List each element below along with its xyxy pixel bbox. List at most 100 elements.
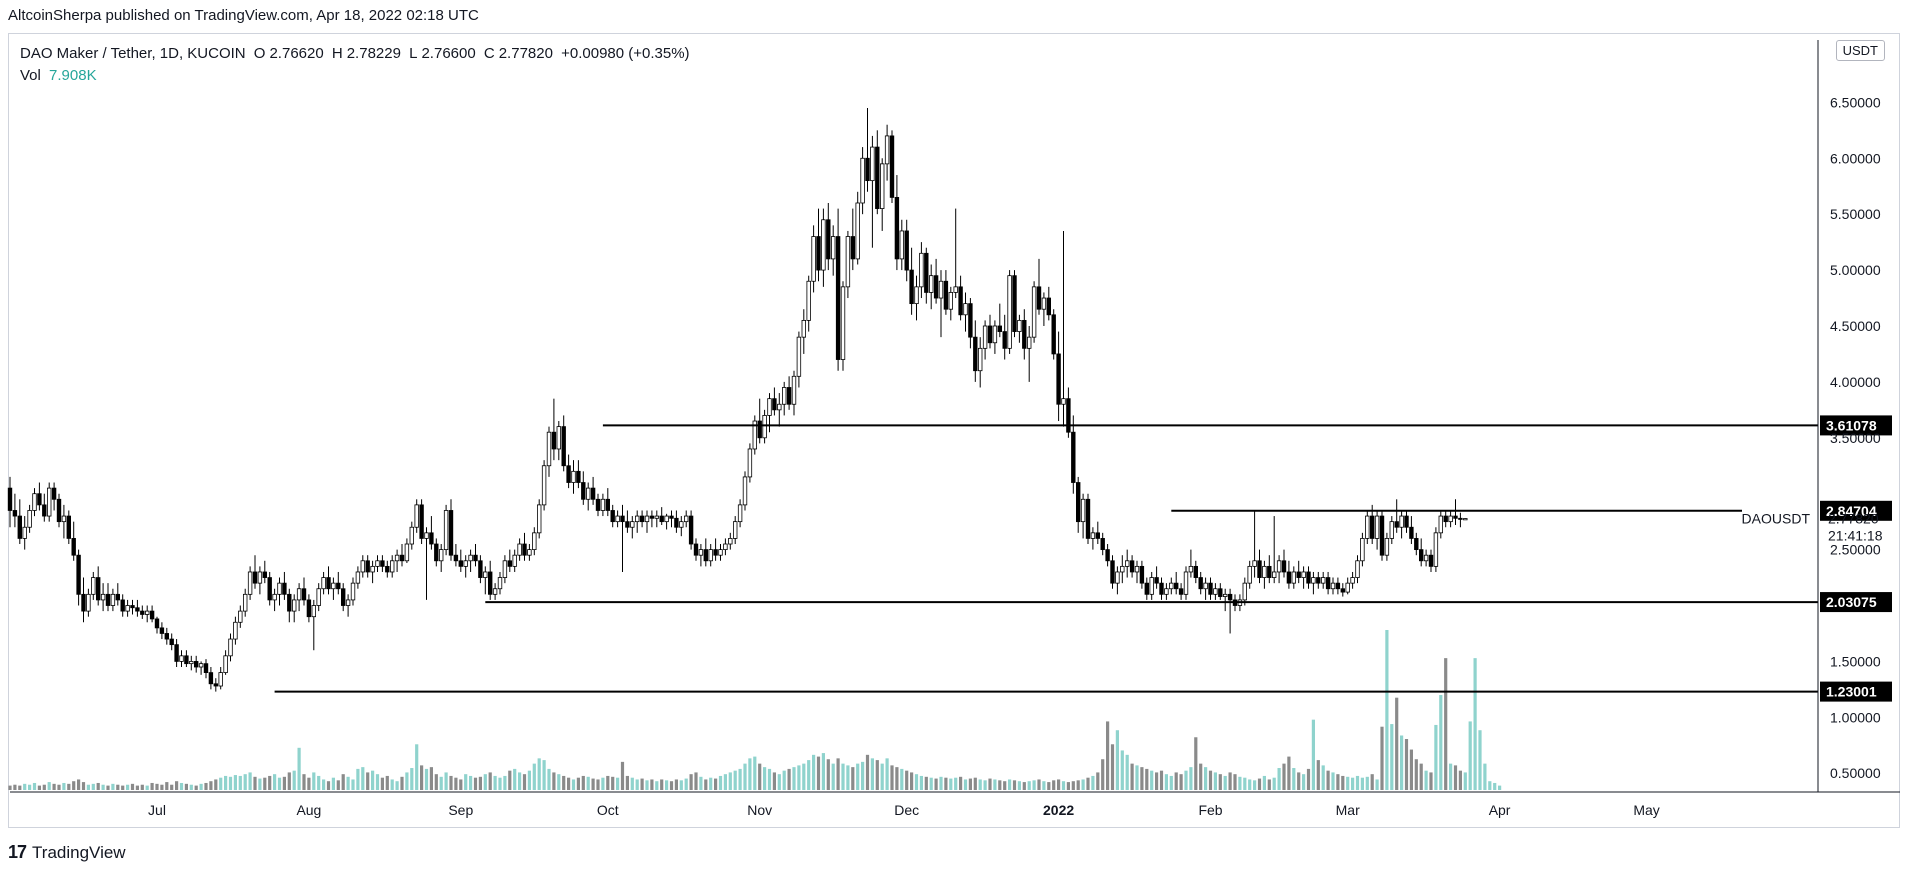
candle-body [728, 538, 733, 545]
candle-body [473, 554, 478, 562]
candle-body [1061, 398, 1066, 405]
volume-bar [518, 772, 522, 790]
candle-body [1257, 560, 1262, 578]
volume-bar [243, 774, 247, 790]
volume-bar [1370, 774, 1374, 790]
horizontal-levels: 3.61078 2.84704 2.03075 1.23001 DAOUSDT 2.778… [274, 415, 1892, 702]
volume-bar [777, 774, 781, 790]
volume-bar [1297, 772, 1301, 790]
volume-bar [67, 783, 71, 790]
volume-label[interactable]: Vol [20, 67, 41, 84]
volume-bar [415, 744, 419, 790]
volume-bar [400, 776, 404, 790]
volume-bar [812, 754, 816, 790]
time-tick-label: Mar [1336, 802, 1360, 818]
candle-body [1017, 319, 1022, 332]
candle-body [1007, 275, 1012, 349]
volume-bar [816, 756, 821, 790]
candle-body [1360, 538, 1365, 562]
candle-body [321, 577, 326, 590]
candle-body [1134, 565, 1140, 573]
volume-bar [331, 777, 335, 790]
legend-volume-row: Vol 7.908K [20, 65, 694, 87]
candle-body [752, 420, 757, 450]
level-label-bg [1820, 592, 1892, 613]
volume-bar [836, 758, 840, 790]
volume-bar [1179, 774, 1183, 790]
candle-body [1379, 515, 1385, 556]
candle-body [1365, 515, 1370, 539]
candle-body [105, 593, 111, 606]
candle-body [159, 627, 165, 634]
candle-body [453, 554, 459, 562]
volume-bar [1110, 744, 1115, 790]
candle-body [429, 532, 434, 545]
volume-bar [121, 785, 125, 790]
volume-bar [660, 779, 664, 790]
symbol-title[interactable]: DAO Maker / Tether, 1D, KUCOIN [20, 45, 246, 62]
volume-bar [831, 763, 835, 790]
volume-bar [557, 774, 561, 790]
currency-badge[interactable]: USDT [1835, 40, 1885, 61]
candle-body [556, 426, 561, 450]
volume-bar [317, 775, 321, 790]
volume-bar [1262, 775, 1266, 790]
candle-body [198, 663, 204, 668]
volume-bar [885, 758, 889, 790]
candle-body [1120, 565, 1125, 573]
candle-body [345, 599, 351, 606]
volume-bar [1346, 776, 1350, 790]
volume-bar [184, 783, 188, 790]
volume-bar [767, 768, 772, 790]
volume-bar [390, 779, 394, 790]
time-tick-label: Apr [1489, 802, 1511, 818]
candle-body [326, 577, 331, 590]
candle-body [1100, 538, 1105, 551]
candle-body [1340, 588, 1345, 593]
candle-body [610, 510, 615, 523]
volume-bar [150, 782, 154, 790]
level-label-bg [1820, 415, 1892, 436]
candle-body [306, 599, 312, 618]
volume-bar [1404, 739, 1409, 790]
volume-bar [1390, 724, 1394, 790]
volume-bar [684, 778, 688, 790]
volume-bar [126, 784, 130, 790]
volume-bar [1257, 778, 1262, 790]
volume-bar [1375, 779, 1379, 790]
candle-body [100, 593, 106, 601]
candle-body [801, 319, 806, 338]
volume-bar [1302, 774, 1306, 790]
tradingview-logo-icon: 17 [8, 842, 27, 862]
candle-body [257, 571, 263, 584]
level-label: 3.61078 [1826, 417, 1877, 433]
candle-body [1409, 526, 1414, 539]
volume-bar [380, 777, 384, 790]
volume-bar [1473, 658, 1477, 790]
candle-body [605, 498, 610, 511]
volume-bar [189, 784, 193, 790]
volume-bar [1483, 763, 1487, 790]
volume-bar [346, 776, 350, 790]
candle-body [943, 280, 949, 310]
low-label: L [409, 45, 418, 62]
candle-body [777, 403, 782, 411]
candle-body [414, 504, 419, 528]
volume-bar [949, 778, 953, 790]
candle-body [120, 599, 125, 612]
volume-bar [1027, 781, 1031, 790]
candle-body [914, 286, 919, 305]
candle-body [742, 476, 748, 506]
candle-body [767, 398, 772, 416]
volume-bar [787, 768, 791, 790]
volume-bar [841, 763, 845, 790]
symbol-price-tag: DAOUSDT [1742, 511, 1811, 527]
volume-bar [1419, 763, 1423, 790]
candle-body [561, 426, 566, 467]
volume-bar [1478, 730, 1482, 790]
volume-bar [204, 782, 208, 790]
volume-bar [366, 772, 370, 790]
candle-body [688, 515, 694, 545]
price-tick-label: 5.50000 [1830, 206, 1881, 222]
